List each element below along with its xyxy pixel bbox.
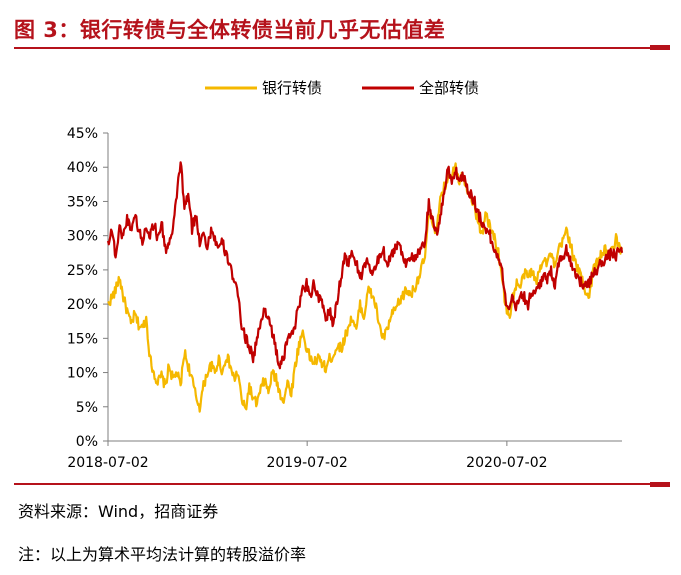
x-tick-label: 2020-07-02 [466, 455, 547, 471]
y-tick-label: 30% [67, 229, 98, 245]
figure-title: 图 3：银行转债与全体转债当前几乎无估值差 [14, 18, 446, 42]
y-tick-label: 45% [67, 126, 98, 142]
x-axis: 2018-07-02 2019-07-02 2020-07-02 [67, 440, 622, 471]
legend-label: 全部转债 [419, 79, 479, 97]
source-rule-accent [650, 482, 670, 487]
x-tick-label: 2018-07-02 [67, 455, 148, 471]
series-line-bank [107, 162, 624, 413]
footnote: 注：以上为算术平均法计算的转股溢价率 [18, 545, 307, 564]
series-line-all [106, 161, 624, 370]
y-axis: 0% 5% 10% 15% 20% 25% 30% 35% 40% 45% [67, 126, 109, 450]
y-tick-label: 20% [67, 297, 98, 313]
source-rule [14, 483, 670, 485]
line-chart: 银行转债 全部转债 0% 5% 10% 15% 20% 25% 30% 35% 40% 45% 20… [67, 79, 624, 471]
y-tick-label: 15% [67, 331, 98, 347]
y-tick-label: 40% [67, 160, 98, 176]
legend-label: 银行转债 [262, 79, 322, 97]
y-tick-label: 5% [76, 400, 98, 416]
chart-legend: 银行转债 全部转债 [205, 79, 479, 97]
source-note: 资料来源：Wind，招商证券 [18, 502, 219, 521]
y-tick-label: 10% [67, 366, 98, 382]
title-rule [14, 47, 670, 49]
series-layer [106, 161, 624, 413]
x-tick-label: 2019-07-02 [266, 455, 347, 471]
y-tick-label: 0% [76, 434, 98, 450]
y-tick-label: 35% [67, 194, 98, 210]
title-rule-accent [650, 45, 670, 50]
y-tick-label: 25% [67, 263, 98, 279]
